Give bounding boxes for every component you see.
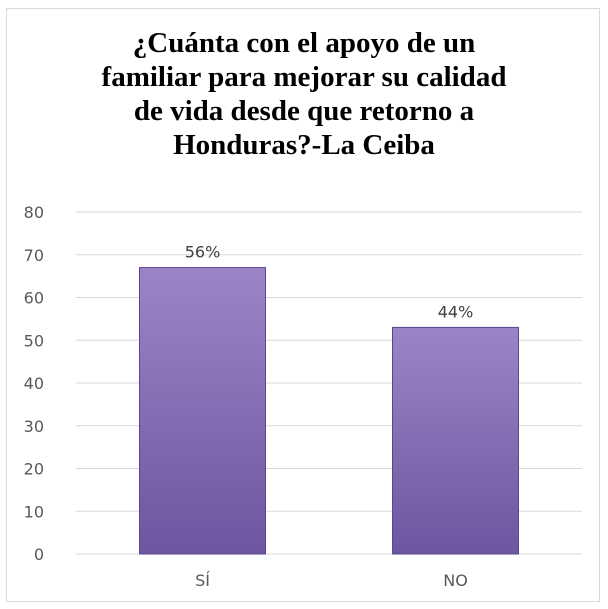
y-tick-label: 0 xyxy=(34,545,44,564)
y-tick-label: 50 xyxy=(24,331,44,350)
y-tick-label: 70 xyxy=(24,246,44,265)
y-axis-tick-labels: 0 10 20 30 40 50 60 70 80 xyxy=(24,203,44,564)
data-label: 44% xyxy=(438,302,474,321)
chart-title-line-1: ¿Cuánta con el apoyo de un xyxy=(132,27,476,59)
bars: 56% 44% xyxy=(139,243,519,555)
y-tick-label: 30 xyxy=(24,417,44,436)
data-label: 56% xyxy=(185,243,221,262)
x-tick-label: SÍ xyxy=(195,571,210,590)
y-tick-label: 10 xyxy=(24,502,44,521)
chart-title: ¿Cuánta con el apoyo de un familiar para… xyxy=(0,26,608,162)
x-tick-label: NO xyxy=(443,571,468,590)
chart-title-line-4: Honduras?-La Ceiba xyxy=(173,129,435,161)
y-tick-label: 60 xyxy=(24,289,44,308)
chart-title-line-2: familiar para mejorar su calidad xyxy=(101,61,507,93)
bar-no xyxy=(392,326,519,555)
y-tick-label: 40 xyxy=(24,374,44,393)
x-axis-tick-labels: SÍ NO xyxy=(195,571,468,590)
y-tick-label: 80 xyxy=(24,203,44,222)
y-tick-label: 20 xyxy=(24,460,44,479)
chart-title-line-3: de vida desde que retorno a xyxy=(133,95,475,127)
bar-si xyxy=(139,267,266,555)
